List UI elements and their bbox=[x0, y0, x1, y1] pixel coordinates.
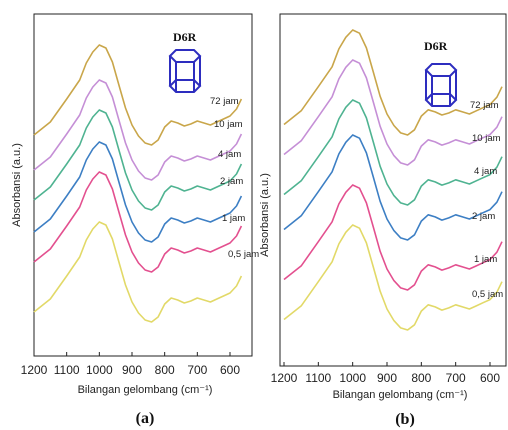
panel-label-a: (a) bbox=[136, 410, 155, 427]
spectrum-line-2-jam bbox=[33, 141, 243, 243]
series-label: 1 jam bbox=[474, 254, 497, 265]
x-axis-label-b: Bilangan gelombang (cm⁻¹) bbox=[333, 389, 468, 401]
spectrum-line-0-5-jam bbox=[283, 224, 503, 331]
series-label: 4 jam bbox=[474, 166, 497, 177]
spectra-b bbox=[283, 29, 503, 331]
spectrum-line-4-jam bbox=[283, 99, 503, 206]
series-label: 72 jam bbox=[210, 96, 239, 107]
series-label: 0,5 jam bbox=[228, 249, 259, 260]
x-tick-label: 1100 bbox=[305, 371, 331, 385]
spectrum-line-1-jam bbox=[283, 184, 503, 291]
spectrum-line-0-5-jam bbox=[33, 221, 243, 323]
spectrum-line-1-jam bbox=[33, 171, 243, 273]
x-tick-label: 700 bbox=[187, 363, 207, 377]
x-axis-ticks-a: 1200 1100 1000 900 800 700 600 bbox=[21, 352, 240, 377]
series-labels-b: 72 jam 10 jam 4 jam 2 jam 1 jam 0,5 jam bbox=[470, 100, 503, 300]
spectrum-line-72-jam bbox=[33, 44, 243, 146]
x-tick-label: 700 bbox=[446, 371, 466, 385]
spectrum-line-10-jam bbox=[33, 79, 243, 181]
spectrum-line-72-jam bbox=[283, 29, 503, 136]
series-label: 1 jam bbox=[222, 213, 245, 224]
x-tick-label: 900 bbox=[122, 363, 142, 377]
series-label: 0,5 jam bbox=[472, 289, 503, 300]
x-tick-label: 600 bbox=[220, 363, 240, 377]
spectrum-line-10-jam bbox=[283, 59, 503, 166]
y-axis-label-a: Absorbansi (a.u.) bbox=[11, 143, 23, 227]
series-label: 72 jam bbox=[470, 100, 499, 111]
plot-frame-b bbox=[279, 13, 507, 367]
x-tick-label: 800 bbox=[155, 363, 175, 377]
plot-frame-a bbox=[33, 13, 253, 357]
series-label: 10 jam bbox=[214, 119, 243, 130]
x-tick-label: 1200 bbox=[271, 371, 298, 385]
x-tick-label: 1100 bbox=[54, 363, 80, 377]
x-tick-label: 800 bbox=[411, 371, 431, 385]
series-label: 2 jam bbox=[220, 176, 243, 187]
spectrum-line-4-jam bbox=[33, 109, 243, 211]
d6r-crystal-icon bbox=[168, 49, 202, 93]
series-label: 4 jam bbox=[218, 149, 241, 160]
panel-label-b: (b) bbox=[395, 411, 415, 428]
spectrum-line-2-jam bbox=[283, 134, 503, 241]
x-tick-label: 900 bbox=[377, 371, 397, 385]
y-axis-label-b: Absorbansi (a.u.) bbox=[259, 173, 271, 257]
x-tick-label: 1000 bbox=[86, 363, 113, 377]
x-tick-label: 600 bbox=[480, 371, 500, 385]
d6r-crystal-icon bbox=[424, 63, 458, 107]
x-tick-label: 1200 bbox=[21, 363, 48, 377]
series-label: 10 jam bbox=[472, 133, 501, 144]
series-labels-a: 72 jam 10 jam 4 jam 2 jam 1 jam 0,5 jam bbox=[210, 96, 259, 260]
x-axis-label-a: Bilangan gelombang (cm⁻¹) bbox=[78, 384, 213, 396]
spectra-a bbox=[33, 44, 243, 323]
series-label: 2 jam bbox=[472, 211, 495, 222]
inset-label-b: D6R bbox=[424, 39, 448, 53]
inset-label-a: D6R bbox=[173, 30, 197, 44]
x-tick-label: 1000 bbox=[339, 371, 366, 385]
x-axis-ticks-b: 1200 1100 1000 900 800 700 600 bbox=[271, 362, 500, 385]
